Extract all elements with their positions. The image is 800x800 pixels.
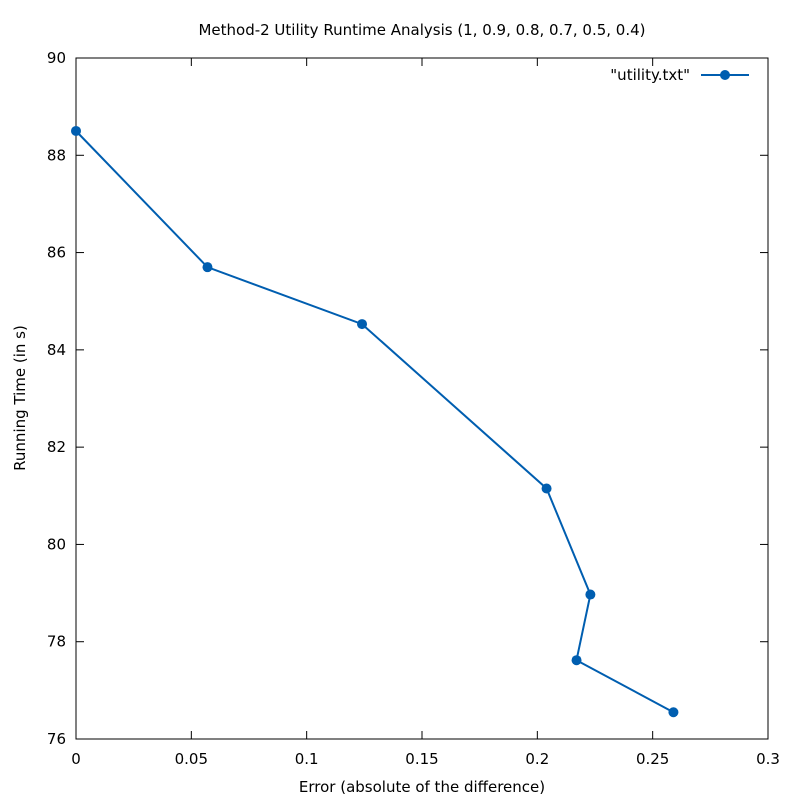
data-point [668,707,679,718]
series-layer [71,125,679,718]
y-tick-label: 82 [47,438,66,456]
y-tick-label: 78 [47,633,66,651]
data-point [541,483,552,494]
y-tick-label: 76 [47,730,66,748]
y-tick-label: 80 [47,535,66,553]
data-point [585,589,596,600]
plot-area [75,57,769,740]
data-point [357,319,368,330]
y-axis: 76 78 80 82 84 86 88 90 [47,49,768,748]
legend: "utility.txt" [610,66,749,84]
x-tick-label: 0.05 [175,750,208,768]
chart-title: Method-2 Utility Runtime Analysis (1, 0.… [198,21,645,39]
y-axis-label: Running Time (in s) [11,325,29,471]
x-axis-label: Error (absolute of the difference) [299,778,545,796]
y-tick-label: 86 [47,244,66,262]
data-point [571,655,582,666]
y-tick-label: 88 [47,146,66,164]
y-tick-label: 90 [47,49,66,67]
legend-label: "utility.txt" [610,66,690,84]
x-axis: 0 0.05 0.1 0.15 0.2 0.25 0.3 [71,58,780,768]
data-point [202,262,213,273]
x-tick-label: 0.25 [636,750,669,768]
y-tick-label: 84 [47,341,66,359]
x-tick-label: 0.1 [295,750,319,768]
x-tick-label: 0.2 [525,750,549,768]
x-tick-label: 0.15 [405,750,438,768]
data-point [71,125,81,136]
x-tick-label: 0.3 [756,750,780,768]
series-line [75,130,674,714]
x-tick-label: 0 [71,750,81,768]
legend-marker [720,70,730,80]
